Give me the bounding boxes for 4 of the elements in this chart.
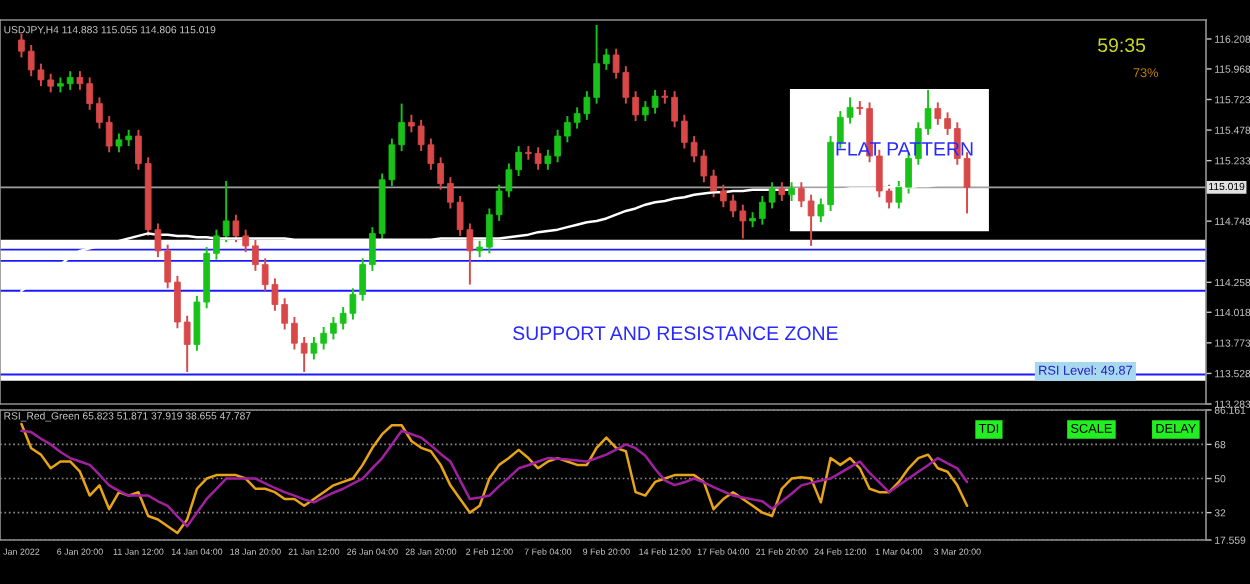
candlestick [788, 181, 795, 202]
text: 59:35 [1098, 38, 1146, 53]
annotation: SUPPORT AND RESISTANCE ZONE [513, 326, 838, 341]
candlestick [778, 181, 786, 202]
